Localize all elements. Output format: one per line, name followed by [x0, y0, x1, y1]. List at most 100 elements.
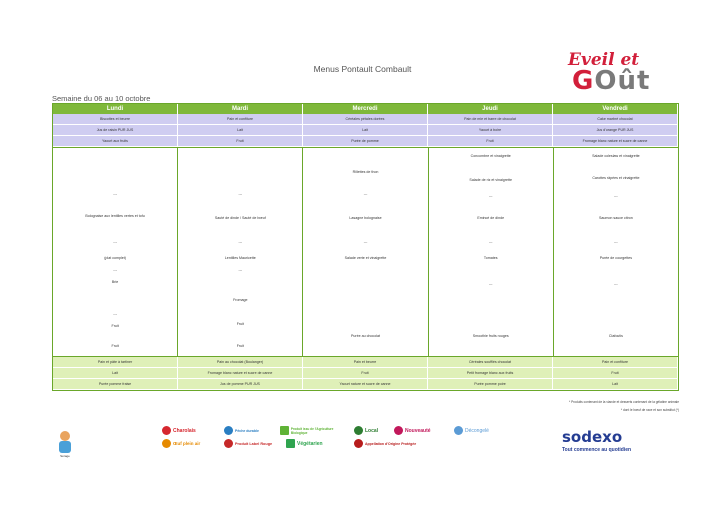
menu-cell: Lait	[53, 368, 178, 379]
menu-item: ---	[488, 282, 493, 286]
menu-item: ---	[113, 268, 117, 272]
menu-cell: Céréales pétales dorées	[303, 114, 428, 125]
menu-cell: Fruit	[178, 136, 303, 147]
menu-item: ---	[614, 240, 618, 244]
legend-item: Produit Label Rouge	[224, 439, 272, 448]
menu-cell: Yaourt aux fruits	[53, 136, 178, 147]
day-header-row: Lundi Mardi Mercredi Jeudi Vendredi	[53, 104, 678, 114]
lunch-column-jeudi: Concombre et vinaigrette Salade de riz e…	[429, 148, 554, 356]
legend-item: Végétarien	[286, 439, 323, 448]
aop-icon	[354, 439, 363, 448]
charolais-icon	[162, 426, 171, 435]
day-header: Vendredi	[553, 104, 678, 114]
menu-item: Brie	[111, 280, 119, 284]
menu-cell: Pain et pâte à tartiner	[53, 357, 178, 368]
legend-item: Œuf plein air	[162, 439, 200, 448]
menu-cell: Purée de pomme	[303, 136, 428, 147]
snack-row: Lait Fromage blanc nature et sucre de ca…	[53, 368, 678, 379]
menu-cell: Céréales soufflés chocolat	[428, 357, 553, 368]
menu-cell: Purée pomme poire	[428, 379, 553, 390]
eveil-et-gout-logo: Eveil et GOût	[568, 50, 651, 96]
menu-item: ---	[614, 194, 618, 198]
menu-item: Smoothie fruits rouges	[472, 334, 509, 338]
menu-cell: Lait	[303, 125, 428, 136]
menu-item: Emincé de dinde	[477, 216, 505, 220]
legend-item: Pêche durable	[224, 426, 259, 435]
menu-item: ---	[113, 312, 117, 316]
page-title: Menus Pontault Combault	[313, 64, 412, 74]
week-label: Semaine du 06 au 10 octobre	[52, 94, 151, 103]
menu-item: Fruit	[236, 322, 244, 326]
menu-cell: Jus d'orange PUR JUS	[553, 125, 678, 136]
lunch-section: --- Bolognaise aux lentilles vertes et t…	[53, 147, 678, 357]
menu-item: Tomates	[483, 256, 498, 260]
breakfast-row: Jus de raisin PUR JUS Lait Lait Yaourt à…	[53, 125, 678, 136]
menu-cell: Jus de raisin PUR JUS	[53, 125, 178, 136]
menu-item: ---	[113, 192, 117, 196]
menu-cell: Biscottes et beurre	[53, 114, 178, 125]
menu-table: Lundi Mardi Mercredi Jeudi Vendredi Bisc…	[52, 103, 679, 391]
lunch-column-lundi: --- Bolognaise aux lentilles vertes et t…	[53, 148, 179, 356]
menu-cell: Lait	[553, 379, 678, 390]
menu-item: Salade de riz et vinaigrette	[469, 178, 512, 182]
menu-cell: Yaourt nature et sucre de canne	[303, 379, 428, 390]
menu-item: ---	[363, 240, 368, 244]
menu-item: Fruit	[111, 344, 119, 348]
snack-section: Pain et pâte à tartiner Pain au chocolat…	[53, 357, 678, 390]
menu-item: Salade verte et vinaigrette	[344, 256, 387, 260]
menu-item: Lentilles Mauricette	[224, 256, 256, 260]
breakfast-row: Biscottes et beurre Pain et confiture Cé…	[53, 114, 678, 125]
legend-item: Nouveauté	[394, 426, 431, 435]
menu-cell: Purée pomme fraise	[53, 379, 178, 390]
menu-item: Lasagne bolognaise	[349, 216, 382, 220]
snack-row: Pain et pâte à tartiner Pain au chocolat…	[53, 357, 678, 368]
egg-icon	[162, 439, 171, 448]
day-header: Lundi	[53, 104, 178, 114]
day-header: Mercredi	[303, 104, 428, 114]
menu-cell: Petit fromage blanc aux fruits	[428, 368, 553, 379]
menu-cell: Pain de mie et barre de chocolat	[428, 114, 553, 125]
day-header: Jeudi	[428, 104, 553, 114]
menu-cell: Cake marbré chocolat	[553, 114, 678, 125]
breakfast-row: Yaourt aux fruits Fruit Purée de pomme F…	[53, 136, 678, 147]
menu-cell: Fruit	[553, 368, 678, 379]
menu-item: ---	[238, 268, 243, 272]
menu-cell: Lait	[178, 125, 303, 136]
menu-cell: Fruit	[303, 368, 428, 379]
sodexo-logo: sodexo Tout commence au quotidien	[562, 428, 632, 453]
organic-icon	[280, 426, 289, 435]
menu-cell: Pain et confiture	[178, 114, 303, 125]
menu-item: ---	[614, 282, 618, 286]
breakfast-section: Biscottes et beurre Pain et confiture Cé…	[53, 114, 678, 147]
snack-row: Purée pomme fraise Jus de pomme PUR JUS …	[53, 379, 678, 390]
menu-item: Fruit	[111, 324, 119, 328]
menu-item: (plat complet)	[104, 256, 126, 260]
menu-cell: Pain au chocolat (Boulanger)	[178, 357, 303, 368]
menu-item: ---	[488, 194, 493, 198]
new-icon	[394, 426, 403, 435]
menu-item: ---	[488, 240, 493, 244]
menu-cell: Fruit	[428, 136, 553, 147]
menu-item: Purée de courgettes	[599, 256, 633, 260]
menu-item: ---	[363, 192, 368, 196]
menu-item: ---	[113, 240, 117, 244]
menu-item: Rillettes de thon	[352, 170, 379, 174]
local-icon	[354, 426, 363, 435]
day-header: Mardi	[178, 104, 303, 114]
legend-item: Produit issu de l'Agriculture Biologique	[280, 426, 350, 435]
legend-item: Décongelé	[454, 426, 489, 435]
menu-item: Clafoutis	[608, 334, 623, 338]
menu-item: Saumon sauce citron	[599, 216, 633, 220]
menu-item: Sauté de dinde / Sauté de bœuf	[214, 216, 266, 220]
lunch-column-vendredi: Salade coleslaw et vinaigrette Carottes …	[554, 148, 678, 356]
menu-cell: Pain et confiture	[553, 357, 678, 368]
menu-cell: Jus de pomme PUR JUS	[178, 379, 303, 390]
menu-item: Salade coleslaw et vinaigrette	[592, 154, 640, 158]
mascot-image: Sérage	[54, 429, 76, 459]
menu-item: ---	[238, 192, 243, 196]
menu-cell: Fromage blanc nature et sucre de canne	[553, 136, 678, 147]
menu-item: Purée au chocolat	[351, 334, 380, 338]
menu-item: Fromage	[233, 298, 248, 302]
menu-cell: Yaourt à boire	[428, 125, 553, 136]
lunch-column-mardi: --- Sauté de dinde / Sauté de bœuf --- L…	[178, 148, 304, 356]
